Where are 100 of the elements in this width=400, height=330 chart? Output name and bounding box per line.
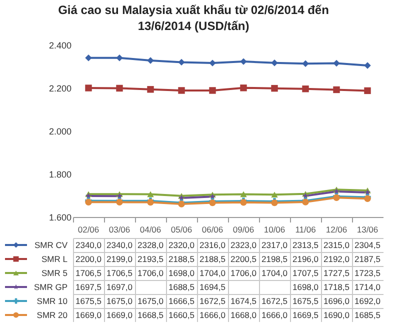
legend-label: SMR 5	[42, 268, 68, 278]
y-tick-label: 2.400	[48, 40, 72, 50]
x-tick-label: 02/06	[78, 224, 100, 234]
data-label: 2315,0	[324, 240, 350, 250]
data-label: 2200,5	[230, 254, 257, 264]
data-label: 1697,0	[106, 282, 133, 292]
data-label: 1669,0	[106, 310, 133, 320]
point	[364, 62, 371, 69]
point	[147, 57, 154, 64]
data-label: 1727,5	[324, 268, 350, 278]
data-label: 1690,0	[324, 310, 350, 320]
point	[209, 87, 216, 94]
y-tick-label: 1.600	[48, 212, 72, 222]
data-label: 1696,0	[324, 296, 350, 306]
data-label: 2340,0	[76, 240, 102, 250]
point	[209, 60, 216, 66]
data-label: 1666,5	[168, 296, 195, 306]
point	[240, 84, 247, 92]
data-label: 1698,0	[292, 282, 319, 292]
data-label: 2200,0	[76, 254, 102, 264]
data-label: 2328,0	[138, 240, 164, 250]
data-label: 2187,5	[354, 254, 381, 264]
data-label: 1669,5	[292, 310, 319, 320]
data-label: 2313,5	[292, 240, 319, 250]
point	[85, 84, 92, 92]
point	[333, 86, 340, 94]
point	[116, 54, 123, 62]
data-label: 1666,0	[200, 310, 226, 320]
data-label: 1675,5	[76, 296, 102, 306]
point	[302, 86, 309, 92]
data-label: 2304,5	[354, 240, 381, 250]
data-label: 2192,0	[324, 254, 350, 264]
data-label: 2196,0	[292, 254, 319, 264]
data-label: 2316,0	[200, 240, 226, 250]
point	[271, 59, 278, 66]
data-label: 2323,0	[230, 240, 257, 250]
data-label: 2188,5	[200, 254, 226, 264]
point	[116, 84, 123, 92]
data-label: 1706,5	[76, 268, 102, 278]
point	[147, 191, 154, 198]
x-tick-label: 09/06	[232, 224, 254, 234]
data-label: 1666,0	[262, 310, 288, 320]
data-label: 2188,5	[168, 254, 195, 264]
data-label: 1669,0	[76, 310, 102, 320]
data-label: 1706,5	[106, 268, 133, 278]
data-label: 1714,0	[354, 282, 381, 292]
legend-label: SMR CV	[34, 240, 68, 250]
point	[85, 54, 92, 62]
data-label: 1685,5	[354, 310, 381, 320]
x-tick-label: 06/06	[202, 224, 224, 234]
x-tick-label: 05/06	[170, 224, 192, 234]
data-label: 2199,0	[106, 254, 133, 264]
data-label: 1672,5	[200, 296, 226, 306]
data-label: 1718,5	[324, 282, 350, 292]
point	[147, 86, 154, 93]
x-tick-label: 11/06	[295, 224, 316, 234]
data-label: 1668,5	[138, 310, 164, 320]
data-label: 1675,5	[292, 296, 319, 306]
legend-label: SMR GP	[34, 282, 68, 292]
point	[178, 87, 185, 94]
legend-label: SMR 20	[36, 310, 68, 320]
point	[364, 87, 371, 94]
data-label: 1660,5	[168, 310, 195, 320]
point	[271, 192, 278, 198]
x-tick-label: 04/06	[140, 224, 162, 234]
point	[178, 58, 185, 66]
y-tick-label: 2.200	[48, 84, 72, 94]
data-label: 1674,5	[230, 296, 257, 306]
x-tick-label: 10/06	[264, 224, 286, 234]
x-tick-label: 03/06	[108, 224, 130, 234]
data-label: 1706,0	[230, 268, 257, 278]
data-label: 1675,0	[106, 296, 133, 306]
y-tick-label: 2.000	[48, 126, 72, 136]
data-label: 1706,0	[138, 268, 164, 278]
data-label: 1707,5	[292, 268, 319, 278]
legend-label: SMR 10	[36, 296, 68, 306]
data-label: 1697,5	[76, 282, 102, 292]
data-label: 1704,0	[200, 268, 226, 278]
data-label: 2193,5	[138, 254, 164, 264]
point	[240, 191, 247, 198]
data-label: 2198,5	[262, 254, 288, 264]
data-label: 1675,0	[138, 296, 164, 306]
y-tick-label: 1.800	[48, 170, 72, 180]
data-label: 1694,5	[200, 282, 226, 292]
data-label: 2340,0	[106, 240, 133, 250]
data-label: 1698,0	[168, 268, 195, 278]
data-label: 2317,0	[262, 240, 288, 250]
data-label: 1688,5	[168, 282, 195, 292]
legend-label: SMR L	[42, 254, 68, 264]
data-label: 1672,5	[262, 296, 288, 306]
data-label: 2320,0	[168, 240, 195, 250]
point	[240, 58, 247, 65]
chart-title: Giá cao su Malaysia xuất khẩu từ 02/6/2014 đến 13/6/2014 (USD/tấn)	[58, 3, 329, 33]
x-tick-label: 12/06	[326, 224, 348, 234]
data-label: 1723,5	[354, 268, 381, 278]
data-label: 1704,0	[262, 268, 288, 278]
point	[302, 60, 309, 67]
point	[333, 60, 340, 67]
data-label: 1692,0	[354, 296, 381, 306]
data-label: 1668,0	[230, 310, 257, 320]
